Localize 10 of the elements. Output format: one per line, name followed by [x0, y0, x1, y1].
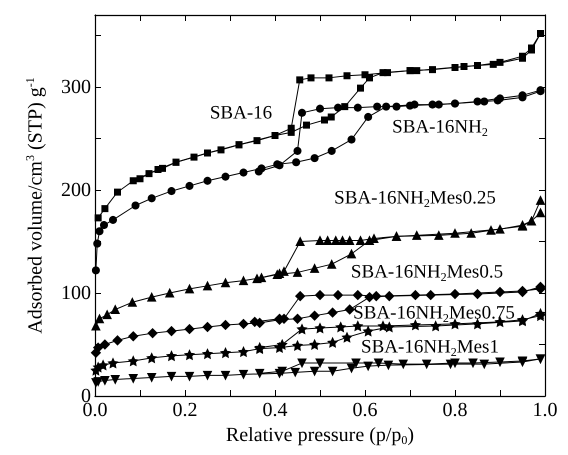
x-tick-label: 0.8	[442, 399, 468, 421]
x-tick-label: 0.4	[262, 399, 288, 421]
annotation: SBA-16	[210, 102, 272, 124]
y-axis-title: Adsorbed volume/cm3 (STP) g-1	[23, 77, 46, 334]
x-tick-label: 0.2	[172, 399, 198, 421]
y-tick-label: 300	[61, 76, 91, 98]
y-tick-label: 200	[61, 179, 91, 202]
x-tick-label: 1.0	[532, 399, 558, 421]
y-tick-label: 100	[61, 282, 91, 304]
x-tick-label: 0.6	[352, 399, 378, 421]
